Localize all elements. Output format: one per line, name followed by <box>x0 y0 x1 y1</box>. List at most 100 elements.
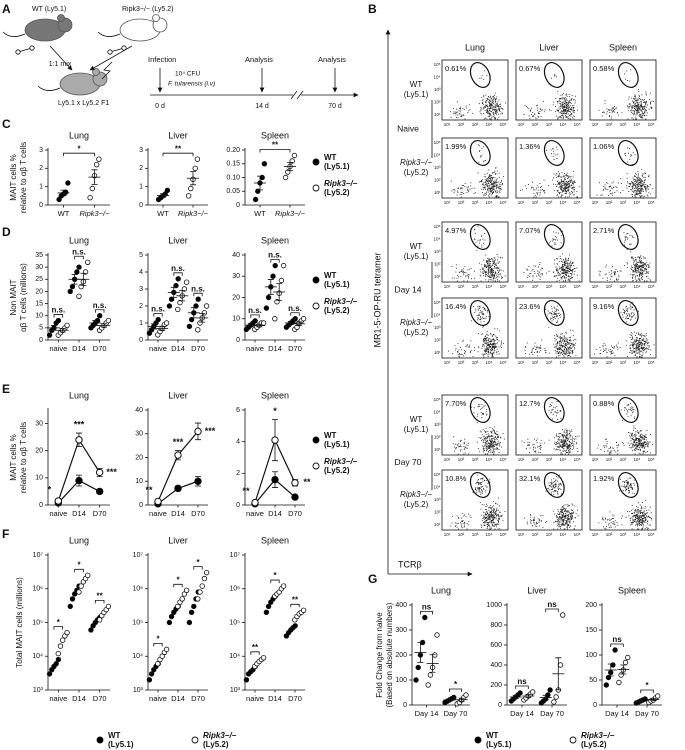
event-dot <box>574 345 575 346</box>
event-dot <box>650 93 651 94</box>
event-dot <box>534 271 535 272</box>
event-dot <box>542 189 543 190</box>
event-dot <box>492 431 493 432</box>
event-dot <box>647 340 648 341</box>
flow-tick-label: 10² <box>532 284 539 289</box>
event-dot <box>577 191 578 192</box>
event-dot <box>537 271 538 272</box>
event-dot <box>562 345 563 346</box>
event-dot <box>487 438 488 439</box>
event-dot <box>572 272 573 273</box>
event-dot <box>566 352 567 353</box>
flow-tick-label: 10³ <box>472 457 479 462</box>
event-dot <box>482 490 483 491</box>
event-dot <box>487 312 488 313</box>
event-dot <box>529 445 530 446</box>
event-dot <box>645 173 646 174</box>
event-dot <box>491 432 492 433</box>
event-dot <box>483 95 484 96</box>
event-dot <box>486 194 487 195</box>
event-dot <box>638 269 639 270</box>
event-dot <box>494 344 495 345</box>
event-dot <box>630 304 631 305</box>
event-dot <box>483 275 484 276</box>
event-dot <box>569 279 570 280</box>
event-dot <box>496 167 497 168</box>
event-dot <box>490 352 491 353</box>
event-dot <box>495 191 496 192</box>
event-dot <box>579 436 580 437</box>
event-dot <box>561 110 562 111</box>
event-dot <box>479 145 480 146</box>
event-dot <box>553 344 554 345</box>
event-dot <box>483 357 484 358</box>
event-dot <box>477 482 478 483</box>
event-dot <box>479 405 480 406</box>
event-dot <box>569 106 570 107</box>
event-dot <box>564 106 565 107</box>
event-dot <box>644 184 645 185</box>
event-dot <box>616 269 617 270</box>
event-dot <box>565 354 566 355</box>
event-dot <box>641 183 642 184</box>
event-dot <box>650 102 651 103</box>
event-dot <box>483 413 484 414</box>
event-dot <box>493 116 494 117</box>
event-dot <box>497 354 498 355</box>
event-dot <box>645 264 646 265</box>
event-dot <box>501 278 502 279</box>
event-dot <box>645 342 646 343</box>
event-dot <box>490 115 491 116</box>
event-dot <box>494 257 495 258</box>
event-dot <box>630 309 631 310</box>
event-dot <box>642 269 643 270</box>
event-dot <box>487 527 488 528</box>
event-dot <box>627 263 628 264</box>
event-dot <box>488 517 489 518</box>
event-dot <box>493 172 494 173</box>
event-dot <box>633 237 634 238</box>
event-dot <box>484 516 485 517</box>
event-dot <box>466 272 467 273</box>
event-dot <box>573 177 574 178</box>
event-dot <box>638 352 639 353</box>
event-dot <box>633 152 634 153</box>
event-dot <box>611 110 612 111</box>
event-dot <box>641 179 642 180</box>
event-dot <box>564 443 565 444</box>
event-dot <box>491 344 492 345</box>
event-dot <box>640 262 641 263</box>
event-dot <box>497 328 498 329</box>
event-dot <box>632 342 633 343</box>
flow-tick-label: 10³ <box>472 122 479 127</box>
event-dot <box>641 444 642 445</box>
event-dot <box>485 118 486 119</box>
event-dot <box>567 110 568 111</box>
gate-percent: 1.99% <box>445 142 467 151</box>
event-dot <box>491 450 492 451</box>
event-dot <box>494 106 495 107</box>
event-dot <box>496 268 497 269</box>
event-dot <box>626 321 627 322</box>
event-dot <box>549 353 550 354</box>
event-dot <box>561 105 562 106</box>
event-dot <box>452 278 453 279</box>
event-dot <box>636 194 637 195</box>
event-dot <box>551 313 552 314</box>
event-dot <box>568 181 569 182</box>
event-dot <box>500 190 501 191</box>
event-dot <box>573 438 574 439</box>
event-dot <box>485 343 486 344</box>
event-dot <box>552 402 553 403</box>
event-dot <box>539 113 540 114</box>
event-dot <box>644 451 645 452</box>
event-dot <box>631 443 632 444</box>
event-dot <box>605 184 606 185</box>
flow-tick-label: 10² <box>532 360 539 365</box>
event-dot <box>483 314 484 315</box>
event-dot <box>562 182 563 183</box>
event-dot <box>494 95 495 96</box>
event-dot <box>631 194 632 195</box>
event-dot <box>613 110 614 111</box>
event-dot <box>487 340 488 341</box>
